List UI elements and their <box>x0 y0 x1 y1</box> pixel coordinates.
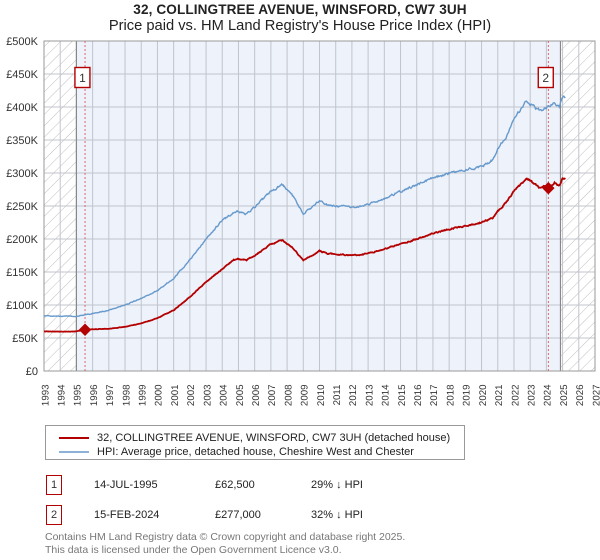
svg-text:2024: 2024 <box>543 384 554 406</box>
svg-text:2019: 2019 <box>462 385 473 407</box>
svg-text:2004: 2004 <box>219 384 230 406</box>
svg-text:£250K: £250K <box>6 201 38 213</box>
svg-text:2017: 2017 <box>429 385 440 407</box>
svg-text:2011: 2011 <box>332 385 343 406</box>
svg-text:1999: 1999 <box>138 385 149 407</box>
svg-text:2020: 2020 <box>478 384 489 406</box>
svg-text:2001: 2001 <box>170 385 181 407</box>
svg-text:2000: 2000 <box>154 384 165 406</box>
svg-text:2005: 2005 <box>235 385 246 407</box>
svg-text:2027: 2027 <box>591 385 600 407</box>
svg-text:2007: 2007 <box>267 385 278 407</box>
svg-text:1998: 1998 <box>121 385 132 407</box>
svg-text:£200K: £200K <box>6 234 38 246</box>
svg-text:£150K: £150K <box>6 267 38 279</box>
svg-text:£350K: £350K <box>6 135 38 147</box>
svg-text:£450K: £450K <box>6 69 38 81</box>
svg-text:2008: 2008 <box>283 385 294 407</box>
svg-text:2018: 2018 <box>445 385 456 407</box>
svg-text:2016: 2016 <box>413 385 424 407</box>
svg-text:1994: 1994 <box>57 384 68 406</box>
svg-text:£300K: £300K <box>6 168 38 180</box>
svg-text:2014: 2014 <box>381 384 392 406</box>
svg-text:£400K: £400K <box>6 102 38 114</box>
svg-text:1993: 1993 <box>40 385 51 407</box>
svg-text:2012: 2012 <box>348 385 359 407</box>
svg-text:2026: 2026 <box>575 385 586 407</box>
svg-text:2003: 2003 <box>202 385 213 407</box>
svg-text:1996: 1996 <box>89 385 100 407</box>
svg-text:£50K: £50K <box>12 333 38 345</box>
svg-text:£0: £0 <box>26 366 38 378</box>
svg-text:2002: 2002 <box>186 385 197 407</box>
svg-text:2013: 2013 <box>364 385 375 407</box>
svg-text:1995: 1995 <box>73 385 84 407</box>
svg-text:2021: 2021 <box>494 385 505 407</box>
svg-text:2023: 2023 <box>526 385 537 407</box>
svg-text:2010: 2010 <box>316 384 327 406</box>
svg-text:£100K: £100K <box>6 300 38 312</box>
svg-text:2006: 2006 <box>251 385 262 407</box>
svg-text:1: 1 <box>79 71 86 85</box>
svg-text:2025: 2025 <box>559 385 570 407</box>
svg-text:2015: 2015 <box>397 385 408 407</box>
svg-text:2: 2 <box>542 71 549 85</box>
svg-text:1997: 1997 <box>105 385 116 407</box>
svg-text:2009: 2009 <box>300 385 311 407</box>
svg-text:£500K: £500K <box>6 36 38 48</box>
svg-text:2022: 2022 <box>510 385 521 407</box>
